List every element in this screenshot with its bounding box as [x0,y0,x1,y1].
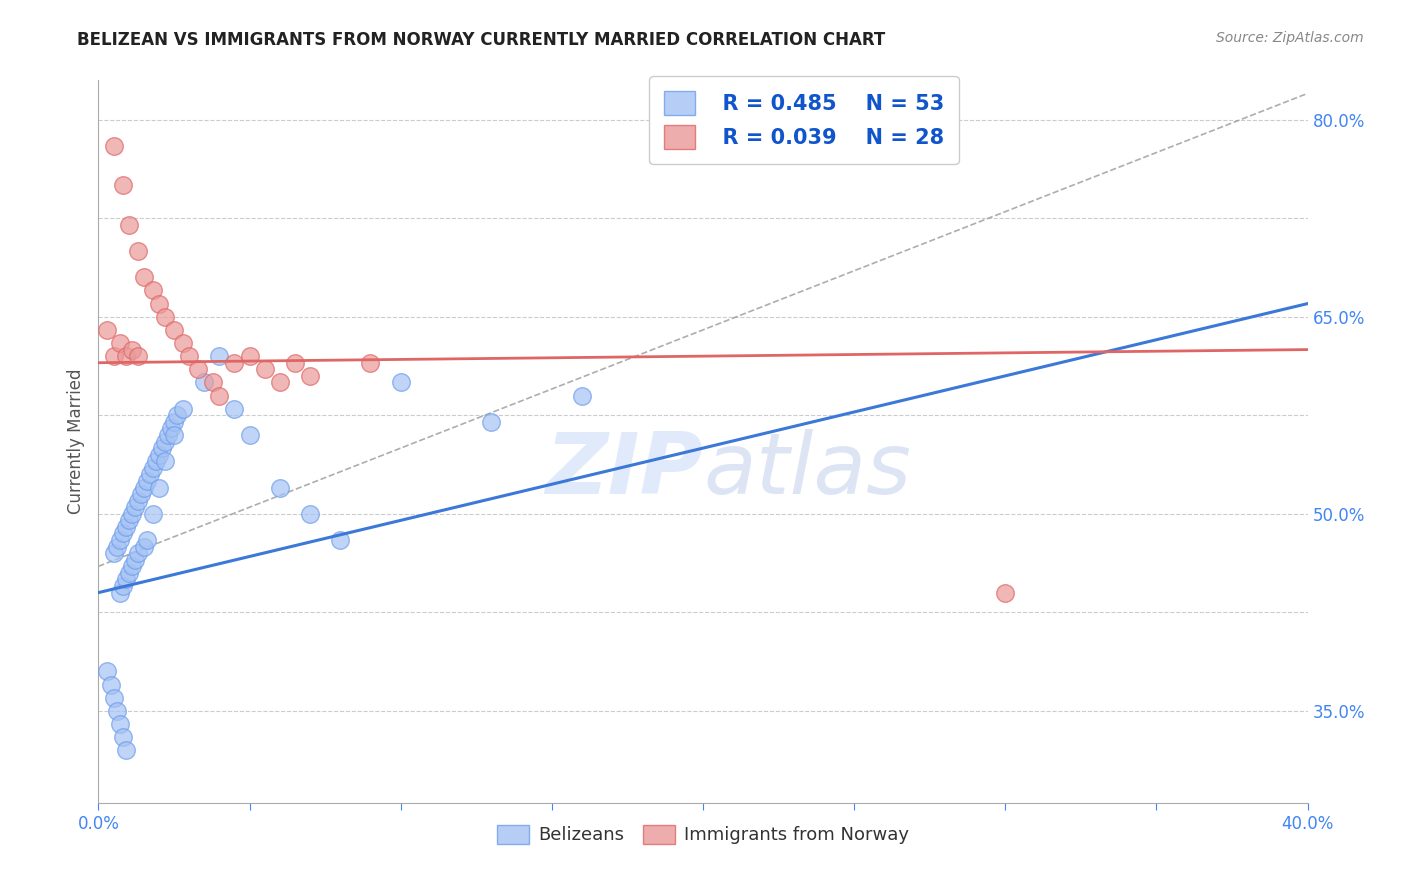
Point [160,421,183,435]
Point [118,218,141,232]
Point [193,376,215,390]
Point [172,336,194,351]
Point [187,362,209,376]
Point [145,454,167,468]
Point [111,526,134,541]
Point [121,507,143,521]
Point [299,507,322,521]
Point [239,428,262,442]
Point [132,540,155,554]
Point [129,487,152,501]
Text: Source: ZipAtlas.com: Source: ZipAtlas.com [1216,31,1364,45]
Point [163,428,186,442]
Point [166,409,188,423]
Text: ZIP: ZIP [546,429,703,512]
Point [121,559,143,574]
Point [132,481,155,495]
Point [148,296,170,310]
Point [114,520,136,534]
Point [103,546,125,560]
Text: BELIZEAN VS IMMIGRANTS FROM NORWAY CURRENTLY MARRIED CORRELATION CHART: BELIZEAN VS IMMIGRANTS FROM NORWAY CURRE… [77,31,886,49]
Point [163,323,186,337]
Point [179,349,201,363]
Point [142,507,165,521]
Point [105,540,128,554]
Point [127,244,149,258]
Point [269,376,291,390]
Point [299,368,322,383]
Point [208,349,231,363]
Point [124,500,146,515]
Point [142,460,165,475]
Point [153,310,176,324]
Point [103,349,125,363]
Point [153,454,176,468]
Point [163,415,186,429]
Point [142,284,165,298]
Point [114,349,136,363]
Point [994,585,1017,599]
Point [108,585,131,599]
Point [148,448,170,462]
Point [360,356,382,370]
Point [224,356,246,370]
Point [127,493,149,508]
Point [269,481,291,495]
Point [108,336,131,351]
Point [135,533,157,547]
Point [105,704,128,718]
Point [96,665,118,679]
Point [121,343,143,357]
Point [172,401,194,416]
Point [118,513,141,527]
Point [111,579,134,593]
Point [481,415,503,429]
Point [103,690,125,705]
Point [284,356,307,370]
Point [139,467,162,482]
Point [96,323,118,337]
Point [329,533,352,547]
Point [571,388,593,402]
Y-axis label: Currently Married: Currently Married [67,368,86,515]
Point [108,717,131,731]
Point [108,533,131,547]
Point [132,270,155,285]
Point [114,573,136,587]
Legend: Belizeans, Immigrants from Norway: Belizeans, Immigrants from Norway [489,818,917,852]
Point [124,553,146,567]
Point [118,566,141,580]
Point [100,677,122,691]
Point [153,434,176,449]
Point [156,428,179,442]
Point [253,362,276,376]
Point [202,376,225,390]
Text: atlas: atlas [703,429,911,512]
Point [127,349,149,363]
Point [239,349,262,363]
Point [389,376,412,390]
Point [208,388,231,402]
Point [135,474,157,488]
Point [111,730,134,744]
Point [114,743,136,757]
Point [111,178,134,193]
Point [150,441,173,455]
Point [103,139,125,153]
Point [224,401,246,416]
Point [127,546,149,560]
Point [148,481,170,495]
